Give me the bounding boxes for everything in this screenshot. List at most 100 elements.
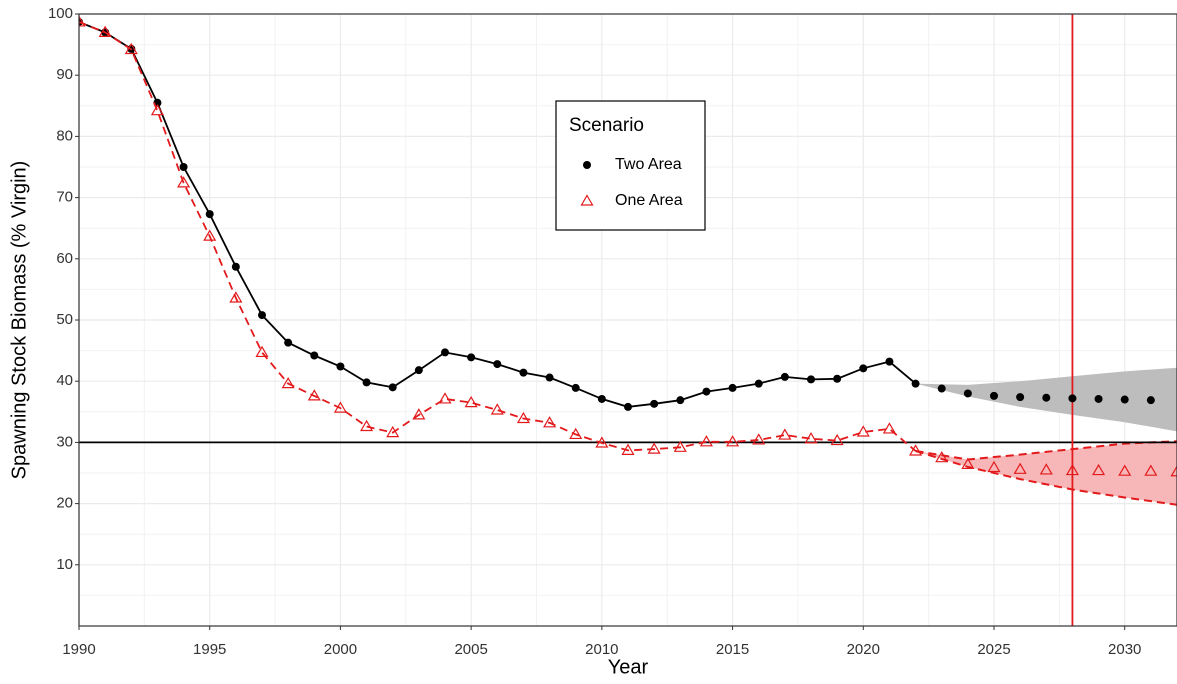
point	[205, 210, 214, 219]
point	[778, 428, 792, 440]
point	[673, 440, 687, 452]
point	[284, 338, 293, 347]
legend-label: Two Area	[615, 156, 682, 173]
point	[1042, 393, 1051, 402]
point	[885, 357, 894, 366]
x-tick-label: 1995	[193, 641, 226, 658]
point	[752, 433, 766, 445]
point	[229, 291, 243, 303]
point	[414, 366, 423, 375]
point	[360, 419, 374, 432]
point	[624, 402, 632, 411]
point	[963, 389, 972, 398]
point	[467, 353, 476, 362]
point	[1118, 464, 1132, 476]
point	[255, 345, 269, 358]
point	[516, 411, 530, 424]
point	[856, 425, 870, 437]
point	[699, 435, 713, 447]
point	[754, 379, 763, 388]
point	[1144, 464, 1158, 476]
point	[935, 451, 949, 463]
point	[1013, 462, 1027, 474]
point	[441, 348, 449, 357]
point	[464, 395, 478, 408]
point	[258, 311, 266, 320]
point	[1170, 465, 1177, 477]
point	[804, 432, 818, 444]
point	[490, 403, 504, 415]
legend: Scenario Two Area One Area	[555, 100, 706, 231]
x-axis-title: Year	[608, 656, 649, 678]
point	[79, 15, 86, 27]
point	[595, 436, 609, 448]
plot-border	[78, 13, 1177, 627]
y-tick-label: 70	[56, 189, 73, 206]
point	[281, 376, 295, 389]
line	[79, 21, 917, 452]
point	[412, 408, 426, 420]
point	[203, 229, 217, 241]
point	[1146, 396, 1155, 405]
legend-label: One Area	[615, 192, 683, 209]
point	[307, 389, 321, 401]
point	[780, 372, 789, 381]
point	[231, 262, 240, 271]
point	[519, 368, 528, 377]
point	[177, 176, 191, 188]
point	[310, 351, 319, 360]
y-tick-label: 50	[56, 311, 73, 328]
legend-marker	[580, 194, 594, 206]
point	[150, 103, 164, 116]
y-tick-label: 90	[56, 66, 73, 83]
point	[545, 373, 554, 382]
y-tick-label: 30	[56, 433, 73, 450]
point	[1016, 393, 1025, 402]
point	[543, 416, 557, 428]
x-tick-label: 1990	[62, 641, 95, 658]
point	[179, 163, 188, 171]
point	[882, 422, 896, 434]
point	[909, 444, 923, 456]
legend-box	[555, 100, 706, 231]
line	[79, 21, 917, 408]
band-bound	[915, 450, 1177, 506]
x-tick-label: 2010	[585, 641, 618, 658]
point	[830, 433, 844, 446]
point	[961, 457, 975, 470]
point	[833, 374, 842, 383]
point	[98, 25, 112, 37]
y-tick-label: 20	[56, 495, 73, 512]
x-tick-label: 2030	[1108, 641, 1141, 658]
point	[647, 442, 661, 454]
point	[650, 399, 659, 408]
point	[336, 362, 345, 371]
point	[987, 460, 1001, 473]
point	[333, 401, 347, 413]
band-bound	[915, 440, 1177, 461]
point	[362, 378, 371, 387]
x-tick-label: 2020	[847, 641, 880, 658]
point	[597, 394, 606, 403]
legend-marker	[583, 161, 591, 169]
point	[124, 42, 138, 55]
x-tick-label: 2000	[324, 641, 357, 658]
y-tick-label: 60	[56, 250, 73, 267]
y-axis-title: Spawning Stock Biomass (% Virgin)	[8, 161, 30, 480]
band	[915, 441, 1177, 505]
plot-area	[79, 14, 1177, 626]
point	[621, 443, 635, 455]
x-tick-label: 2025	[977, 641, 1010, 658]
point	[1092, 463, 1106, 476]
point	[569, 427, 583, 440]
point	[388, 383, 397, 392]
point	[1065, 463, 1079, 476]
point	[859, 364, 868, 373]
point	[911, 379, 920, 388]
y-tick-label: 100	[48, 5, 73, 22]
point	[386, 425, 400, 438]
y-tick-label: 80	[56, 127, 73, 144]
y-tick-label: 10	[56, 556, 73, 573]
point	[1094, 394, 1103, 403]
